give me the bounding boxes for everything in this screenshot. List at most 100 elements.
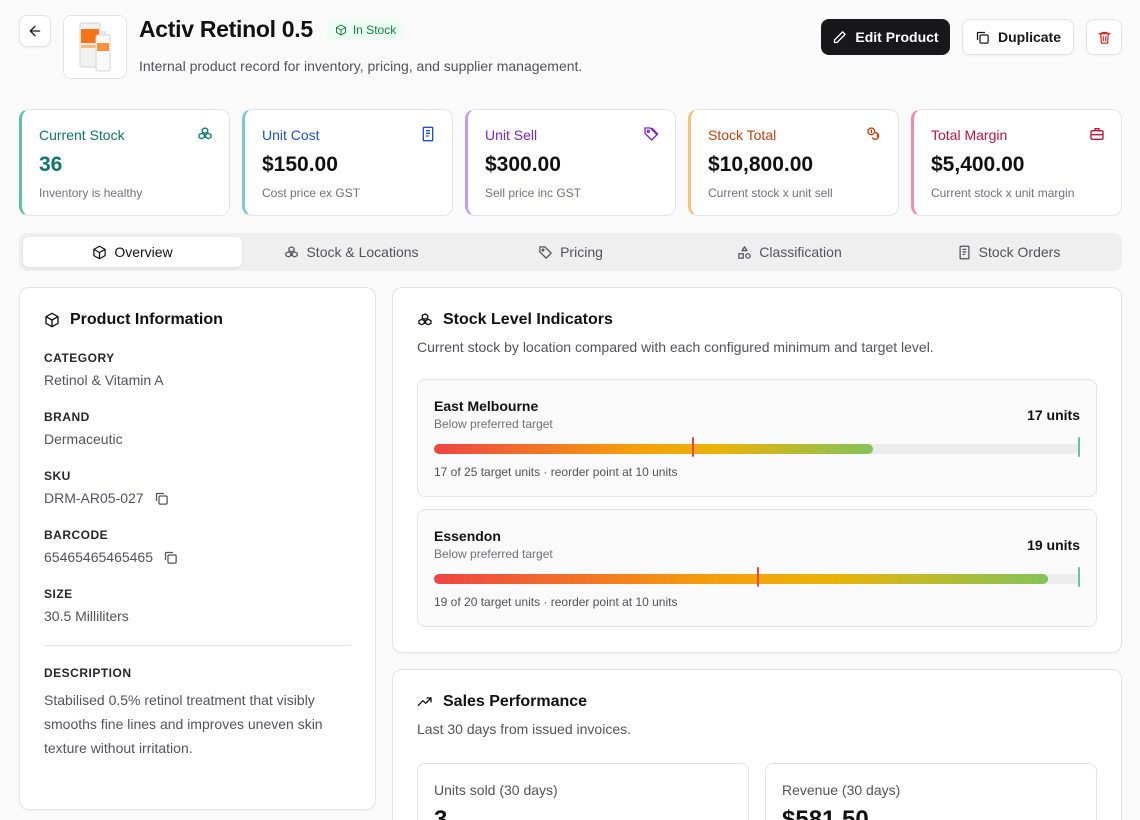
stock-level-fill: [434, 574, 1048, 584]
edit-product-label: Edit Product: [855, 29, 939, 45]
copy-barcode-icon[interactable]: [163, 550, 178, 565]
sku-label: SKU: [44, 469, 71, 483]
tab-classification[interactable]: Classification: [680, 237, 899, 267]
stat-sub: Current stock x unit margin: [931, 186, 1075, 200]
pencil-icon: [834, 30, 847, 43]
stock-level-bar: [434, 567, 1080, 587]
panel-title: Stock Level Indicators: [443, 311, 613, 328]
stat-card-stock-total: Stock Total $10,800.00 Current stock x u…: [688, 109, 899, 216]
tag-icon: [643, 126, 659, 142]
stat-sub: Inventory is healthy: [39, 186, 143, 200]
tab-label: Pricing: [560, 244, 603, 260]
metric-label: Units sold (30 days): [434, 782, 558, 798]
panel-subtitle: Last 30 days from issued invoices.: [417, 721, 631, 737]
stat-sub: Cost price ex GST: [262, 186, 361, 200]
copy-icon: [976, 31, 989, 44]
coins-icon: [866, 126, 882, 142]
tab-pricing[interactable]: Pricing: [461, 237, 680, 267]
category-value: Retinol & Vitamin A: [44, 372, 164, 388]
stat-card-unit-cost: Unit Cost $150.00 Cost price ex GST: [242, 109, 453, 216]
package-icon: [93, 245, 107, 259]
stat-value: $300.00: [485, 153, 561, 176]
stat-sub: Current stock x unit sell: [708, 186, 833, 200]
tab-bar: Overview Stock & Locations Pricing Class…: [19, 233, 1122, 271]
product-information-panel: Product Information CATEGORY Retinol & V…: [19, 287, 376, 810]
tab-label: Overview: [114, 244, 173, 260]
location-card: Essendon Below preferred target 19 units…: [417, 509, 1097, 627]
stat-label: Unit Cost: [262, 127, 320, 143]
location-units: 17 units: [1027, 407, 1080, 423]
product-thumbnail: [63, 15, 127, 79]
stat-label: Unit Sell: [485, 127, 538, 143]
arrow-left-icon: [29, 25, 41, 37]
stock-level-bar: [434, 437, 1080, 457]
description-value: Stabilised 0.5% retinol treatment that v…: [44, 692, 323, 756]
page-title: Activ Retinol 0.5: [139, 16, 313, 42]
metric-label: Revenue (30 days): [782, 782, 901, 798]
target-level-marker: [1078, 567, 1080, 587]
stat-value: $5,400.00: [931, 153, 1025, 176]
barcode-value: 65465465465465: [44, 549, 154, 565]
stock-status-label: In Stock: [352, 22, 397, 37]
tag-icon: [539, 245, 552, 259]
panel-title: Product Information: [70, 311, 223, 328]
reorder-point-marker: [757, 567, 759, 587]
divider: [44, 645, 351, 646]
stat-card-total-margin: Total Margin $5,400.00 Current stock x u…: [911, 109, 1122, 216]
duplicate-button[interactable]: Duplicate: [962, 19, 1074, 55]
target-level-marker: [1078, 437, 1080, 457]
location-status: Below preferred target: [434, 547, 553, 561]
size-label: SIZE: [44, 587, 73, 601]
brand-value: Dermaceutic: [44, 431, 123, 447]
receipt-icon: [959, 245, 970, 259]
page-subtitle: Internal product record for inventory, p…: [139, 58, 583, 74]
location-note: 17 of 25 target units · reorder point at…: [434, 465, 678, 479]
briefcase-icon: [1089, 126, 1105, 142]
delete-button[interactable]: [1086, 19, 1122, 55]
stat-label: Stock Total: [708, 127, 777, 143]
metric-value: 3: [434, 806, 448, 820]
reorder-point-marker: [692, 437, 695, 457]
stat-value: 36: [39, 153, 63, 176]
trash-icon: [1097, 31, 1111, 44]
stat-value: $10,800.00: [708, 153, 814, 176]
location-status: Below preferred target: [434, 417, 553, 431]
location-name: Essendon: [434, 528, 501, 544]
tab-stock-locations[interactable]: Stock & Locations: [242, 237, 461, 267]
trending-up-icon: [417, 697, 432, 706]
back-button[interactable]: [19, 15, 51, 47]
description-label: DESCRIPTION: [44, 666, 132, 680]
size-value: 30.5 Milliliters: [44, 608, 129, 624]
sku-value: DRM-AR05-027: [44, 490, 144, 506]
stock-level-fill: [434, 444, 874, 454]
stat-card-unit-sell: Unit Sell $300.00 Sell price inc GST: [465, 109, 676, 216]
stat-card-current-stock: Current Stock 36 Inventory is healthy: [19, 109, 230, 216]
stat-value: $150.00: [262, 153, 338, 176]
brand-label: BRAND: [44, 410, 90, 424]
stat-sub: Sell price inc GST: [485, 186, 582, 200]
units-sold-metric: Units sold (30 days) 3: [417, 763, 749, 820]
duplicate-label: Duplicate: [997, 29, 1061, 45]
receipt-icon: [420, 126, 436, 142]
stat-label: Total Margin: [931, 127, 1008, 143]
location-card: East Melbourne Below preferred target 17…: [417, 379, 1097, 497]
stock-level-indicators-panel: Stock Level Indicators Current stock by …: [392, 287, 1122, 653]
copy-sku-icon[interactable]: [154, 491, 169, 506]
package-icon: [45, 312, 59, 328]
package-icon: [335, 24, 346, 35]
tab-label: Stock & Locations: [306, 244, 419, 260]
category-label: CATEGORY: [44, 351, 115, 365]
revenue-metric: Revenue (30 days) $581.50: [765, 763, 1097, 820]
metric-value: $581.50: [782, 806, 869, 820]
tab-overview[interactable]: Overview: [23, 237, 242, 267]
edit-product-button[interactable]: Edit Product: [821, 19, 950, 55]
boxes-icon: [197, 126, 213, 142]
tab-stock-orders[interactable]: Stock Orders: [899, 237, 1118, 267]
shapes-icon: [738, 245, 751, 259]
boxes-icon: [418, 313, 432, 326]
boxes-icon: [285, 245, 299, 257]
panel-title: Sales Performance: [443, 693, 588, 710]
sales-performance-panel: Sales Performance Last 30 days from issu…: [392, 669, 1122, 820]
tab-label: Stock Orders: [978, 244, 1061, 260]
barcode-label: BARCODE: [44, 528, 109, 542]
